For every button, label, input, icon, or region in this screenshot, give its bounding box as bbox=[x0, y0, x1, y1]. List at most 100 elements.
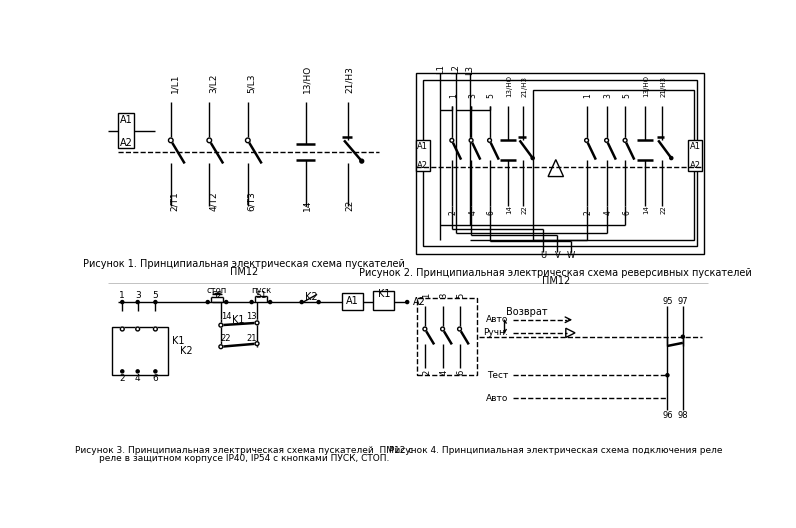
Circle shape bbox=[469, 138, 473, 142]
Circle shape bbox=[458, 327, 462, 331]
Text: U: U bbox=[540, 251, 547, 260]
Text: ПМ12: ПМ12 bbox=[541, 276, 570, 286]
Circle shape bbox=[120, 327, 124, 331]
Text: Рисунок 4. Принципиальная электрическая схема подключения реле: Рисунок 4. Принципиальная электрическая … bbox=[389, 446, 723, 455]
Text: 5: 5 bbox=[622, 93, 631, 98]
Text: 4/T2: 4/T2 bbox=[209, 192, 217, 211]
Circle shape bbox=[423, 327, 427, 331]
Circle shape bbox=[681, 335, 685, 338]
Text: A2: A2 bbox=[412, 297, 425, 307]
Text: 5: 5 bbox=[153, 291, 158, 300]
Text: 21/Н3: 21/Н3 bbox=[661, 76, 666, 97]
Circle shape bbox=[154, 370, 157, 373]
Text: L2: L2 bbox=[451, 64, 460, 74]
Circle shape bbox=[207, 138, 212, 143]
Text: A2: A2 bbox=[689, 161, 700, 170]
Circle shape bbox=[136, 370, 139, 373]
Bar bbox=[533, 90, 694, 240]
Text: Авто: Авто bbox=[486, 315, 508, 324]
Bar bbox=[341, 293, 363, 310]
Text: 2: 2 bbox=[422, 370, 431, 375]
Text: K2: K2 bbox=[180, 346, 193, 356]
Text: 1: 1 bbox=[119, 291, 125, 300]
Text: 21: 21 bbox=[247, 334, 257, 343]
Circle shape bbox=[605, 138, 608, 142]
Circle shape bbox=[154, 300, 157, 304]
Text: 1: 1 bbox=[449, 93, 458, 98]
Text: S2: S2 bbox=[211, 291, 223, 300]
Text: K1: K1 bbox=[378, 289, 390, 299]
Circle shape bbox=[255, 321, 259, 325]
Circle shape bbox=[154, 327, 158, 331]
Circle shape bbox=[666, 374, 669, 377]
Text: 21/Н3: 21/Н3 bbox=[345, 66, 354, 92]
Text: Возврат: Возврат bbox=[505, 307, 548, 317]
Text: 13/НО: 13/НО bbox=[302, 64, 311, 92]
Text: Рисунок 2. Принципиальная электрическая схема реверсивных пускателей: Рисунок 2. Принципиальная электрическая … bbox=[360, 268, 752, 278]
Text: K2: K2 bbox=[305, 291, 318, 301]
Text: 2: 2 bbox=[119, 374, 125, 383]
Circle shape bbox=[531, 156, 534, 159]
Text: V: V bbox=[555, 251, 560, 260]
Text: 97: 97 bbox=[677, 297, 689, 306]
Bar bbox=[119, 114, 134, 148]
Text: Тест: Тест bbox=[486, 371, 508, 380]
Text: A2: A2 bbox=[119, 138, 133, 148]
Text: 22: 22 bbox=[220, 334, 232, 343]
Text: A2: A2 bbox=[417, 161, 428, 170]
Text: 5: 5 bbox=[486, 93, 496, 98]
Text: K1: K1 bbox=[232, 315, 245, 325]
Circle shape bbox=[360, 159, 364, 163]
Text: 2/T1: 2/T1 bbox=[170, 192, 179, 211]
Text: 1: 1 bbox=[583, 93, 593, 98]
Bar bbox=[112, 327, 168, 375]
Text: 6: 6 bbox=[457, 370, 466, 375]
Circle shape bbox=[219, 323, 223, 327]
Bar bbox=[417, 298, 478, 375]
Text: 98: 98 bbox=[677, 411, 689, 420]
Text: 3: 3 bbox=[468, 93, 477, 98]
Text: 5: 5 bbox=[457, 293, 466, 298]
Circle shape bbox=[206, 300, 209, 304]
Text: реле в защитном корпусе IP40, IP54 с кнопками ПУСК, СТОП.: реле в защитном корпусе IP40, IP54 с кно… bbox=[99, 454, 389, 463]
Bar bbox=[689, 140, 702, 171]
Bar bbox=[423, 80, 696, 246]
Text: ПМ12: ПМ12 bbox=[230, 267, 258, 277]
Text: 14: 14 bbox=[220, 312, 232, 321]
Text: 1/L1: 1/L1 bbox=[170, 73, 179, 92]
Text: стоп: стоп bbox=[207, 286, 227, 295]
Text: 3/L2: 3/L2 bbox=[209, 73, 217, 92]
Text: K1: K1 bbox=[172, 336, 185, 345]
Text: 13/НО: 13/НО bbox=[644, 75, 650, 97]
Circle shape bbox=[219, 345, 223, 348]
Circle shape bbox=[136, 300, 139, 304]
Text: A1: A1 bbox=[346, 296, 359, 306]
Circle shape bbox=[255, 342, 259, 345]
Circle shape bbox=[300, 300, 303, 304]
Text: 13/НО: 13/НО bbox=[506, 75, 513, 97]
Text: A1: A1 bbox=[417, 142, 428, 151]
Circle shape bbox=[169, 138, 173, 143]
Text: 4: 4 bbox=[603, 210, 613, 215]
Text: 3: 3 bbox=[439, 293, 449, 298]
Text: 13: 13 bbox=[247, 312, 257, 321]
Bar bbox=[416, 140, 430, 171]
Text: Авто: Авто bbox=[486, 394, 508, 403]
Text: 95: 95 bbox=[662, 297, 673, 306]
Text: W: W bbox=[567, 251, 576, 260]
Bar bbox=[416, 73, 704, 253]
Text: Ручн.: Ручн. bbox=[483, 328, 508, 337]
Text: 22: 22 bbox=[661, 205, 666, 214]
Text: 4: 4 bbox=[468, 210, 477, 215]
Text: A1: A1 bbox=[119, 115, 132, 125]
Text: 3: 3 bbox=[135, 291, 141, 300]
Circle shape bbox=[250, 300, 253, 304]
Text: 6: 6 bbox=[622, 210, 631, 215]
Text: 1: 1 bbox=[422, 293, 431, 298]
Text: 14: 14 bbox=[644, 205, 650, 214]
Text: пуск: пуск bbox=[251, 286, 271, 295]
Text: 14: 14 bbox=[506, 205, 513, 214]
Circle shape bbox=[121, 370, 124, 373]
Text: 96: 96 bbox=[662, 411, 673, 420]
Circle shape bbox=[450, 138, 454, 142]
